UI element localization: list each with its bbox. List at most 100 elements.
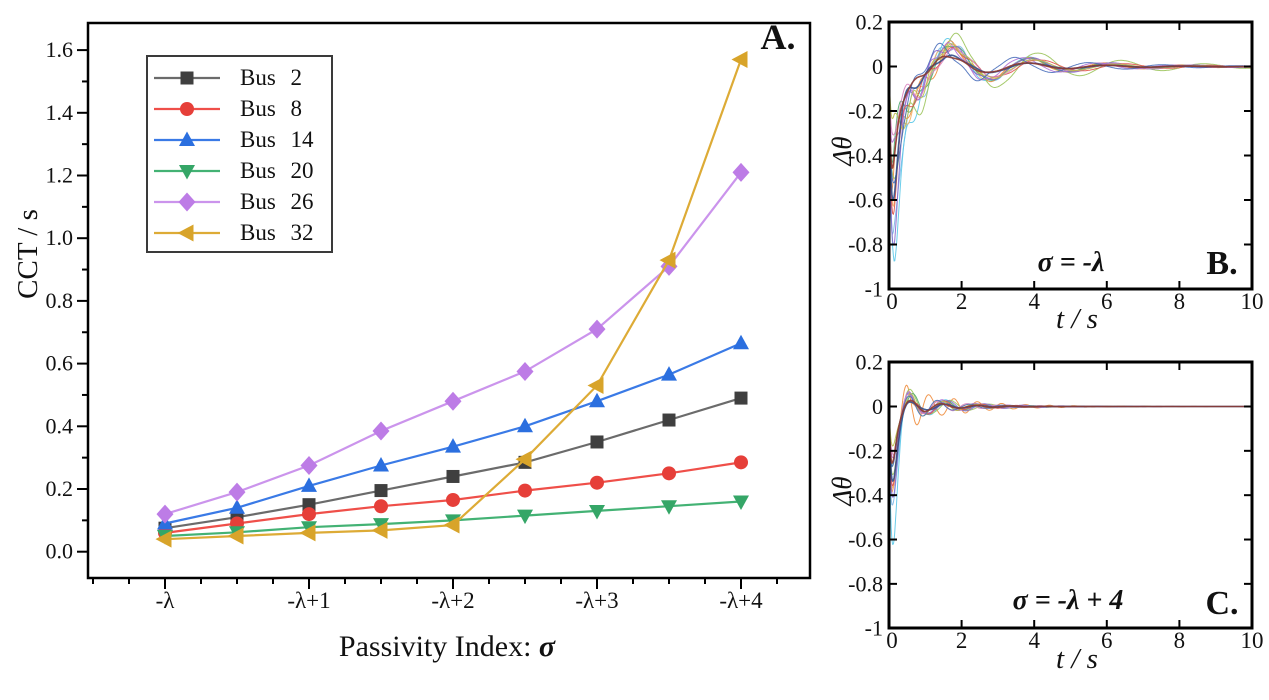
marker-square	[446, 469, 460, 483]
marker-triangle-up	[661, 366, 677, 381]
panel-a-y-tick-label: 1.6	[46, 37, 74, 62]
panel-b-y-tick-label: 0.2	[856, 10, 884, 35]
marker-triangle-left	[371, 521, 388, 539]
panel-b-x-tick-label: 2	[956, 289, 968, 314]
legend-sample	[154, 131, 220, 146]
series-line-bus-2	[164, 397, 742, 530]
legend-item-label: Bus 20	[240, 157, 314, 183]
panel-b-trajectories	[890, 32, 1251, 262]
legend-item-bus-20: Bus 20	[148, 155, 331, 186]
marker-circle	[374, 499, 388, 514]
marker-diamond	[300, 455, 318, 475]
panel-a-y-axis-title: CCT / s	[12, 209, 44, 299]
panel-b-trajectory	[890, 54, 1251, 201]
panel-b-y-tick-label: -0.4	[848, 143, 883, 168]
panel-b-y-axis-title: Δθ	[827, 136, 857, 166]
marker-diamond	[178, 192, 196, 211]
legend-sample	[154, 192, 220, 211]
panel-b-y-tick-label: -0.8	[848, 232, 883, 257]
marker-circle	[590, 475, 604, 490]
panel-b-trajectory	[890, 40, 1251, 192]
panel-c-trajectory	[890, 393, 1251, 545]
panel-a-x-tick-label: -λ+4	[719, 588, 763, 613]
panel-a-x-axis-title: Passivity Index: σ	[247, 630, 647, 664]
marker-circle	[734, 455, 748, 470]
legend-item-label: Bus 2	[240, 64, 303, 90]
legend-item-bus-26: Bus 26	[148, 186, 331, 217]
marker-circle	[446, 492, 460, 507]
legend-item-bus-2: Bus 2	[148, 62, 331, 93]
panel-c-x-tick-label: 2	[956, 628, 968, 653]
marker-triangle-left	[177, 224, 194, 241]
legend-sample	[154, 71, 220, 84]
panel-b-y-tick-label: 0	[872, 54, 883, 79]
panel-c-x-tick-label: 8	[1174, 628, 1186, 653]
marker-triangle-left	[443, 516, 460, 534]
panel-b-trajectory	[890, 45, 1251, 235]
marker-triangle-down	[589, 504, 605, 520]
marker-triangle-left	[155, 530, 172, 548]
legend-item-label: Bus 32	[240, 219, 314, 245]
panel-a-x-axis-title-text: Passivity Index:	[338, 630, 539, 663]
marker-square	[180, 71, 194, 84]
panel-c-x-tick-label: 6	[1101, 628, 1113, 653]
marker-diamond	[156, 504, 174, 524]
panel-c-y-tick-label: -0.2	[848, 438, 883, 463]
panel-a-x-tick-label: -λ+1	[287, 588, 330, 613]
marker-triangle-down	[517, 509, 533, 525]
legend-sample	[154, 164, 220, 179]
panel-a-x-tick-label: -λ+3	[575, 588, 618, 613]
marker-triangle-left	[731, 51, 748, 69]
marker-triangle-up	[445, 438, 461, 453]
panel-a-label: A.	[760, 17, 796, 57]
marker-square	[734, 391, 748, 405]
marker-triangle-down	[661, 500, 677, 515]
panel-a-y-tick-label: 1.4	[46, 100, 74, 125]
panel-c-y-tick-label: -0.8	[848, 571, 883, 596]
panel-a-plot: -λ -λ+1 -λ+2 -λ+3 -λ+4 0.0 0.2 0.4 0.6 0.8 1.0 1.2 1…	[46, 21, 812, 613]
marker-triangle-up	[301, 477, 317, 492]
marker-circle	[518, 483, 532, 498]
marker-triangle-up	[517, 417, 533, 433]
marker-triangle-left	[659, 251, 676, 269]
panel-b-x-axis-title: t / s	[1056, 303, 1098, 335]
marker-triangle-down	[179, 164, 195, 179]
marker-diamond	[444, 391, 462, 411]
legend-item-label: Bus 8	[240, 95, 303, 121]
marker-circle	[662, 466, 676, 481]
marker-circle	[180, 101, 194, 116]
marker-diamond	[228, 482, 246, 502]
panel-a-y-tick-label: 1.0	[46, 225, 74, 250]
panel-c-y-tick-label: 0	[872, 394, 883, 419]
panel-c-label: C.	[1205, 585, 1239, 622]
legend-box: Bus 2 Bus 8 Bus 14 Bus 20 Bus 26 Bus 32	[146, 55, 333, 253]
panel-b-plot: 0 2 4 6 8 10 0.2 0 -0.2 -0.4 -0.6 -0.8 -1	[848, 10, 1263, 315]
legend-item-bus-14: Bus 14	[148, 124, 331, 155]
panel-a-y-tick-label: 0.4	[46, 413, 74, 438]
marker-diamond	[372, 421, 390, 441]
legend-item-bus-32: Bus 32	[148, 217, 331, 248]
panel-a-y-tick-label: 0.2	[46, 476, 74, 501]
panel-c-x-tick-label: 0	[886, 628, 898, 653]
marker-square	[662, 413, 676, 427]
panel-b-y-tick-label: -1	[865, 277, 883, 302]
panel-c-trajectory	[890, 399, 1251, 464]
panel-c-x-axis-title: t / s	[1056, 643, 1098, 675]
legend-item-label: Bus 26	[240, 188, 314, 214]
panel-c-trajectory	[890, 391, 1251, 506]
panel-c-annotation: σ = -λ + 4	[1012, 585, 1124, 616]
marker-square	[590, 435, 604, 449]
panel-c-y-tick-label: -1	[865, 616, 883, 641]
panel-a-y-tick-label: 1.2	[46, 163, 74, 188]
marker-triangle-left	[515, 450, 532, 468]
panel-a-x-tick-label: -λ	[156, 588, 176, 613]
marker-square	[374, 484, 388, 498]
panel-b-x-tick-label: 6	[1101, 289, 1113, 314]
marker-triangle-left	[227, 527, 244, 545]
panel-b-label: B.	[1206, 245, 1238, 282]
panel-b-x-tick-label: 10	[1241, 289, 1264, 314]
panel-c-trajectory	[890, 400, 1251, 487]
panel-c-plot: 0 2 4 6 8 10 0.2 0 -0.2 -0.4 -0.6 -0.8 -1	[848, 350, 1263, 653]
